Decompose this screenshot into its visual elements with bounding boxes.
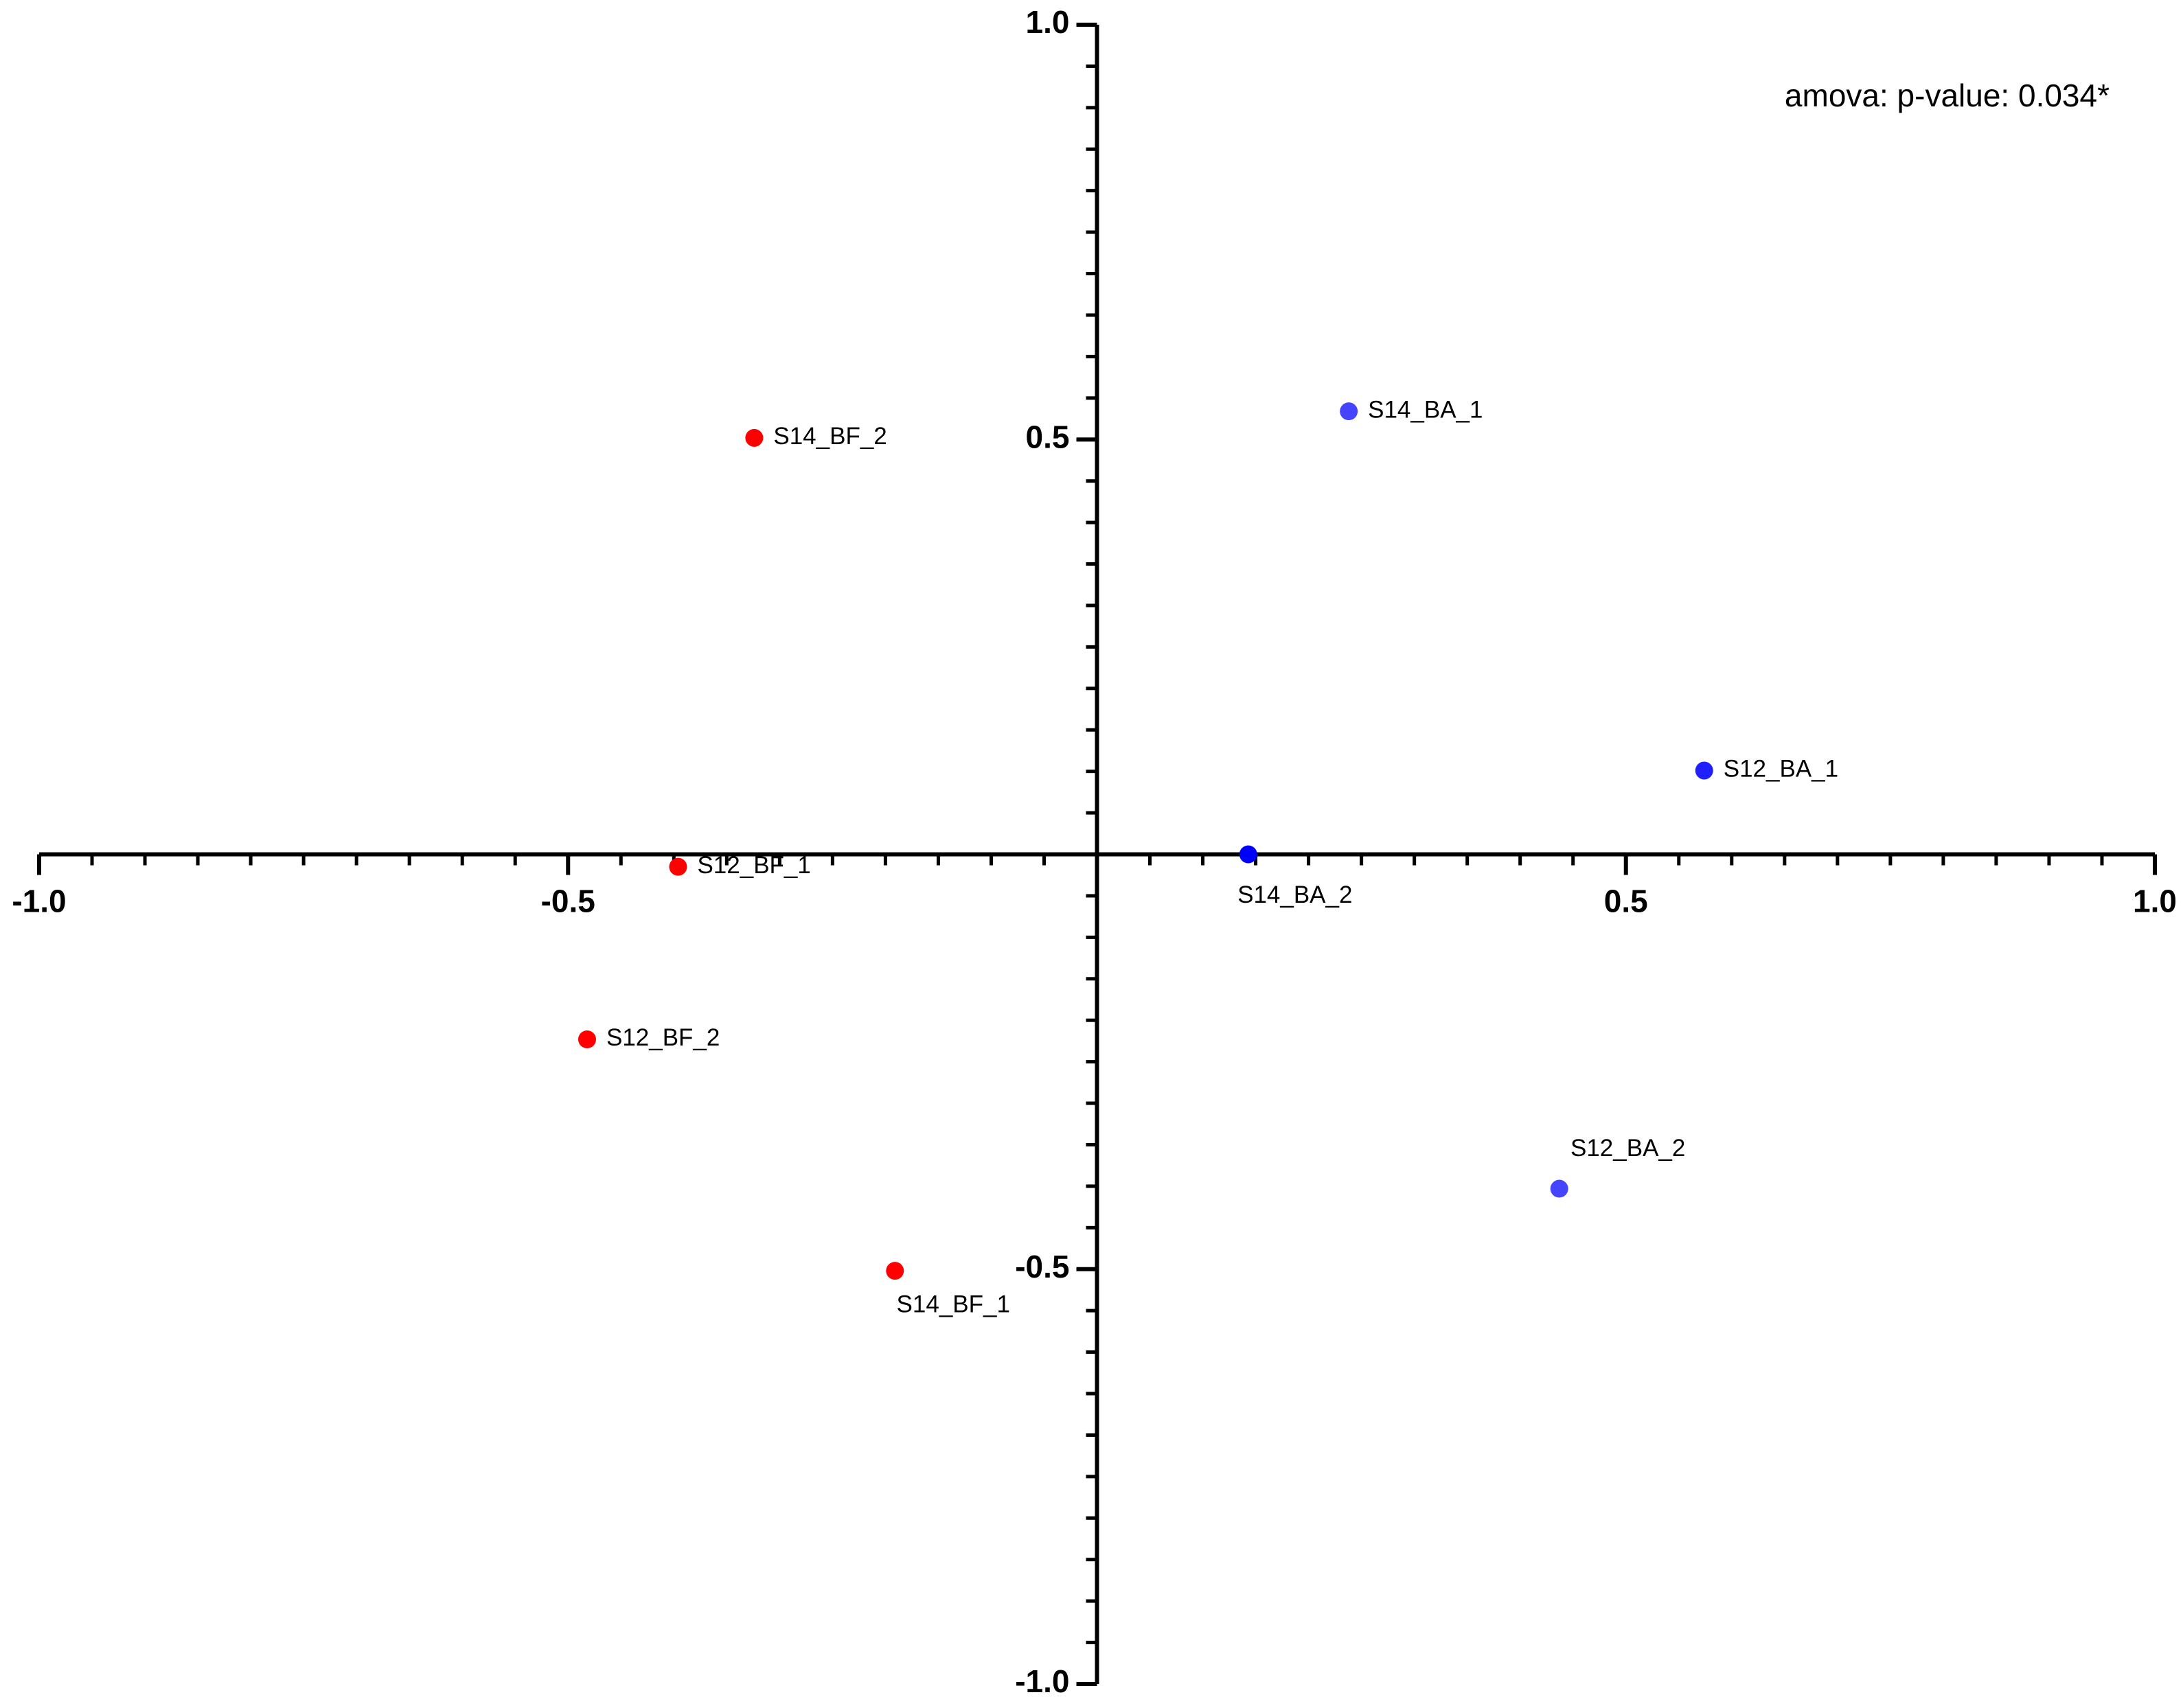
point [578, 1030, 596, 1048]
point-label: S14_BF_2 [773, 423, 887, 450]
x-tick-label: -1.0 [12, 884, 66, 919]
point [886, 1262, 904, 1280]
point-label: S14_BA_1 [1368, 396, 1483, 423]
x-tick-label: 1.0 [2133, 884, 2177, 919]
point-label: S12_BF_2 [606, 1024, 720, 1051]
point-label: S14_BF_1 [897, 1291, 1010, 1317]
y-tick-label: -0.5 [1015, 1249, 1069, 1284]
y-tick-label: -1.0 [1015, 1663, 1069, 1699]
point-label: S12_BA_1 [1724, 756, 1838, 783]
point [1695, 761, 1713, 780]
point [1340, 402, 1358, 421]
point-label: S12_BA_2 [1570, 1135, 1685, 1162]
point [745, 428, 764, 447]
y-tick-label: 1.0 [1026, 4, 1070, 40]
x-tick-label: -0.5 [541, 884, 595, 919]
point [1550, 1179, 1568, 1198]
point-label: S14_BA_2 [1237, 881, 1352, 908]
y-tick-label: 0.5 [1026, 419, 1070, 454]
x-tick-label: 0.5 [1604, 884, 1648, 919]
point-label: S12_BF_1 [697, 852, 810, 879]
annotation: amova: p-value: 0.034* [1785, 78, 2110, 113]
point [1239, 845, 1257, 864]
point [669, 857, 687, 876]
